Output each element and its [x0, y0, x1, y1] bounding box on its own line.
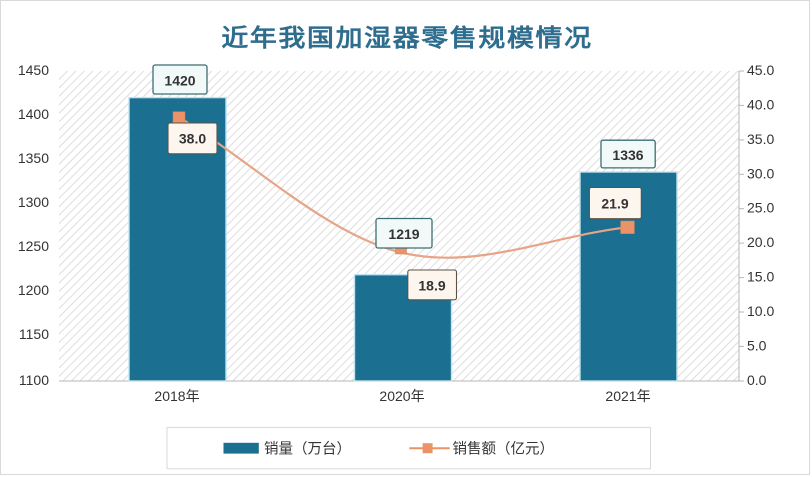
svg-text:25.0: 25.0: [747, 200, 774, 216]
svg-text:1200: 1200: [18, 282, 49, 298]
svg-text:1250: 1250: [18, 238, 49, 254]
svg-text:38.0: 38.0: [179, 131, 206, 147]
svg-text:2020年: 2020年: [379, 388, 424, 404]
svg-text:1150: 1150: [19, 326, 49, 342]
svg-text:1336: 1336: [612, 147, 643, 163]
svg-text:10.0: 10.0: [747, 303, 774, 319]
svg-text:30.0: 30.0: [747, 165, 774, 181]
svg-text:18.9: 18.9: [418, 278, 445, 294]
svg-text:1350: 1350: [18, 150, 49, 166]
svg-text:2018年: 2018年: [154, 388, 199, 404]
svg-text:1450: 1450: [18, 62, 49, 78]
svg-text:销售额（亿元）: 销售额（亿元）: [453, 440, 555, 457]
svg-text:35.0: 35.0: [747, 131, 774, 147]
svg-text:1100: 1100: [19, 372, 49, 388]
svg-text:0.0: 0.0: [747, 372, 767, 388]
svg-text:1219: 1219: [388, 226, 419, 242]
svg-text:1400: 1400: [18, 106, 49, 122]
svg-text:15.0: 15.0: [747, 269, 774, 285]
svg-text:销量（万台）: 销量（万台）: [264, 440, 351, 457]
svg-text:45.0: 45.0: [747, 62, 774, 78]
svg-text:2021年: 2021年: [605, 388, 650, 404]
svg-text:1420: 1420: [164, 73, 195, 89]
svg-text:5.0: 5.0: [747, 337, 767, 353]
svg-text:21.9: 21.9: [601, 196, 628, 212]
svg-text:20.0: 20.0: [747, 234, 774, 250]
svg-text:1300: 1300: [18, 194, 49, 210]
svg-text:40.0: 40.0: [747, 96, 774, 112]
